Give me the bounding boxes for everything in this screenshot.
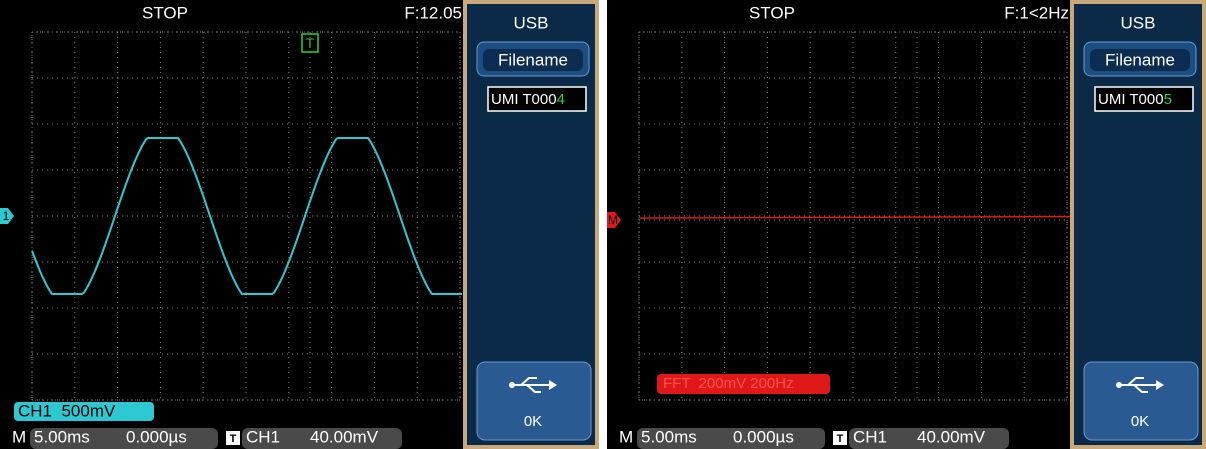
usb-icon-dot xyxy=(1116,382,1122,388)
channel-label-bg xyxy=(657,374,830,394)
channel-label-bg xyxy=(14,402,154,421)
filename-button-inner xyxy=(483,49,583,71)
waveform xyxy=(31,137,462,295)
filename-button-label: Filename xyxy=(498,50,568,69)
filename: UMI T0005 xyxy=(1098,91,1172,108)
ok-button[interactable] xyxy=(1083,361,1199,441)
trigger-bg xyxy=(849,428,1009,449)
filename-prefix: UMI T000 xyxy=(1098,91,1164,108)
usb-icon-tip xyxy=(549,380,557,390)
trigger-level: 40.00mV xyxy=(310,427,379,446)
menu-panel: USB Filename UMI T0005 0K xyxy=(1070,0,1206,449)
menu-title: USB xyxy=(1121,13,1156,32)
channel-marker xyxy=(0,208,14,224)
bottom-m: M xyxy=(12,427,26,446)
filename-button-label: Filename xyxy=(1105,50,1175,69)
bottom-m: M xyxy=(619,427,633,446)
timebase-bg xyxy=(637,428,825,449)
status: STOP xyxy=(749,3,795,22)
trigger-icon: T xyxy=(837,433,844,445)
ok-button[interactable] xyxy=(476,361,592,441)
display xyxy=(0,0,463,449)
oscilloscope-screen: STOP F:1<2Hz M FFT 200mV 200Hz M 5.00ms 0.000µ… xyxy=(607,0,1206,449)
trigger-source: CH1 xyxy=(246,427,280,446)
usb-icon xyxy=(513,377,549,393)
timebase: 5.00ms xyxy=(641,427,697,446)
position: 0.000µs xyxy=(126,427,187,446)
trigger-icon-bg xyxy=(226,431,240,445)
trigger-icon: T xyxy=(230,433,237,445)
menu-title: USB xyxy=(514,13,549,32)
trigger-bg xyxy=(242,428,402,449)
trigger-level: 40.00mV xyxy=(917,427,986,446)
trigger-marker-label: T xyxy=(306,35,314,50)
filename-digit: 4 xyxy=(557,91,565,108)
usb-icon xyxy=(1120,377,1156,393)
channel-marker-label: 1 xyxy=(3,209,10,223)
status: STOP xyxy=(142,3,188,22)
oscilloscope-screen: STOP F:12.05 1 T CH1 500mV M 5.00ms 0.000µs T CH1… xyxy=(0,0,599,449)
channel-marker xyxy=(607,212,621,228)
channel-label: FFT 200mV 200Hz xyxy=(663,375,794,392)
trigger-icon-bg xyxy=(833,431,847,445)
ok-label: 0K xyxy=(524,413,542,430)
timebase-bg xyxy=(30,428,218,449)
usb-icon-dot xyxy=(509,382,515,388)
trigger-marker xyxy=(301,33,319,53)
trigger-source: CH1 xyxy=(853,427,887,446)
filename-digit: 5 xyxy=(1164,91,1172,108)
position: 0.000µs xyxy=(733,427,794,446)
frequency: F:1<2Hz xyxy=(1004,3,1069,22)
filename-prefix: UMI T000 xyxy=(491,91,557,108)
usb-icon-tip xyxy=(1156,380,1164,390)
filename-button-inner xyxy=(1090,49,1190,71)
channel-label: CH1 500mV xyxy=(18,401,116,420)
menu-panel: USB Filename UMI T0004 0K xyxy=(463,0,599,449)
ok-label: 0K xyxy=(1131,413,1149,430)
filename-field xyxy=(487,86,587,112)
filename: UMI T0004 xyxy=(491,91,565,108)
timebase: 5.00ms xyxy=(34,427,90,446)
filename-field xyxy=(1094,86,1194,112)
channel-marker-label: M xyxy=(608,213,618,227)
frequency: F:12.05 xyxy=(404,3,462,22)
